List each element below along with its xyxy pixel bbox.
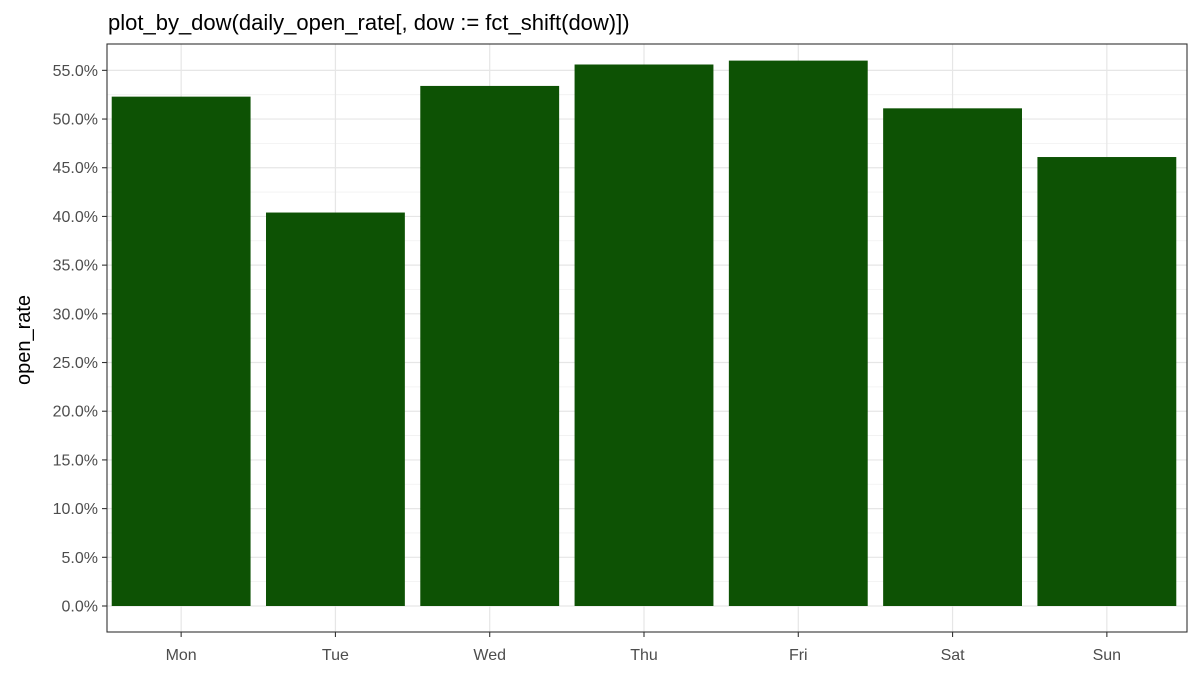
y-tick-label: 55.0%: [53, 63, 98, 80]
chart-title: plot_by_dow(daily_open_rate[, dow := fct…: [108, 10, 630, 35]
bar-wed: [420, 85, 560, 607]
x-tick-label-fri: Fri: [789, 647, 808, 664]
bar-sun: [1037, 157, 1177, 606]
y-axis-title: open_rate: [13, 295, 35, 385]
y-tick-label: 35.0%: [53, 258, 98, 275]
x-tick-label-sat: Sat: [941, 647, 966, 664]
bar-mon: [111, 96, 251, 606]
y-tick-label: 15.0%: [53, 452, 98, 469]
y-tick-label: 5.0%: [62, 550, 98, 567]
bar-tue: [266, 212, 405, 606]
y-tick-label: 10.0%: [53, 501, 98, 518]
panel-border: [106, 43, 1188, 633]
y-tick-label: 20.0%: [53, 404, 98, 421]
y-tick-label: 0.0%: [62, 599, 98, 616]
y-tick-label: 30.0%: [53, 306, 98, 323]
bar-thu: [574, 64, 714, 607]
bars: [111, 60, 1177, 607]
x-tick-label-wed: Wed: [473, 647, 506, 664]
y-tick-label: 45.0%: [53, 160, 98, 177]
y-tick-label: 40.0%: [53, 209, 98, 226]
bar-sat: [883, 108, 1022, 606]
bar-fri: [728, 60, 868, 606]
x-tick-label-thu: Thu: [630, 647, 658, 664]
x-tick-label-mon: Mon: [166, 647, 197, 664]
x-tick-label-sun: Sun: [1093, 647, 1121, 664]
x-tick-label-tue: Tue: [322, 647, 349, 664]
axes: 0.0% 5.0% 10.0% 15.0% 20.0% 25.0% 30.0% 35.0% 40…: [53, 63, 1121, 664]
y-tick-label: 50.0%: [53, 112, 98, 129]
y-tick-label: 25.0%: [53, 355, 98, 372]
